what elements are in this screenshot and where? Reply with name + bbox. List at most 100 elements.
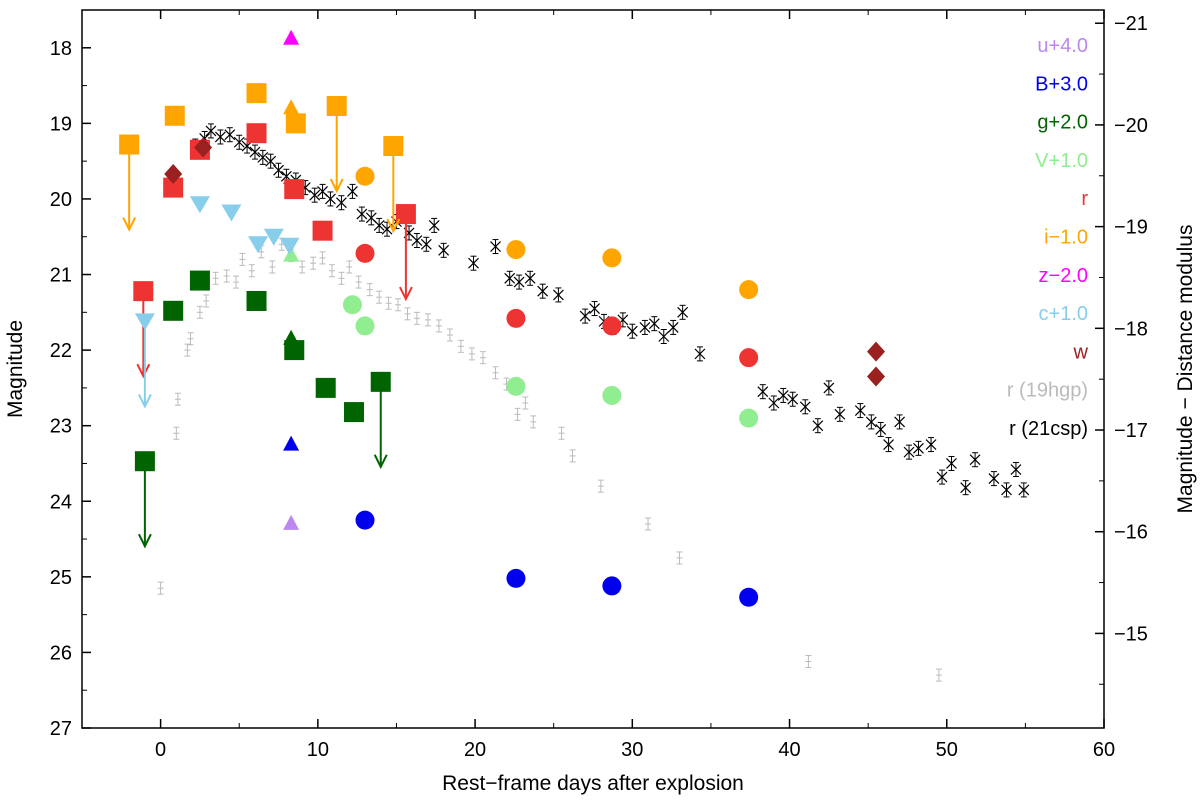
data-point-circle xyxy=(506,376,526,396)
data-point-errorbar xyxy=(366,283,373,297)
series-r-19hgp- xyxy=(157,237,942,682)
data-point-cross xyxy=(854,403,866,419)
data-point-circle xyxy=(739,348,759,368)
data-point-cross xyxy=(537,283,549,299)
data-point-circle xyxy=(355,166,375,186)
data-point-cross xyxy=(865,414,877,430)
data-point-circle xyxy=(602,385,622,405)
data-point-errorbar xyxy=(187,332,194,346)
legend-entry: V+1.0 xyxy=(1035,150,1088,172)
data-point-errorbar xyxy=(514,407,521,421)
data-point-triangle-down xyxy=(263,228,284,246)
data-point-cross xyxy=(658,329,670,345)
x-tick-label: 0 xyxy=(155,739,166,761)
data-point-errorbar xyxy=(530,415,537,429)
data-point-circle xyxy=(739,408,759,428)
arrow-head xyxy=(137,533,152,549)
y2-tick-label: −16 xyxy=(1114,522,1148,544)
y2-tick-label: −20 xyxy=(1114,115,1148,137)
data-point-errorbar xyxy=(173,426,180,440)
legend-entry: z−2.0 xyxy=(1039,265,1088,287)
data-point-cross xyxy=(420,236,432,252)
y-tick-label: 23 xyxy=(50,416,72,438)
data-point-triangle-up xyxy=(283,29,300,45)
data-point-square xyxy=(164,105,185,126)
data-point-square xyxy=(395,204,416,225)
data-point-circle xyxy=(506,568,526,588)
data-point-errorbar xyxy=(413,311,420,325)
data-point-cross xyxy=(626,323,638,339)
data-point-errorbar xyxy=(196,305,203,319)
data-point-cross xyxy=(373,217,385,233)
data-point-errorbar xyxy=(805,654,812,668)
y-tick-label: 26 xyxy=(50,642,72,664)
data-point-circle xyxy=(506,308,526,328)
data-point-cross xyxy=(1001,482,1012,498)
data-point-errorbar xyxy=(248,264,255,278)
data-point-cross xyxy=(205,123,217,139)
data-point-circle xyxy=(602,576,622,596)
upper-limit-arrow xyxy=(122,144,137,232)
data-point-square xyxy=(284,179,305,200)
data-point-cross xyxy=(233,134,245,150)
data-point-cross xyxy=(925,437,937,453)
data-point-cross xyxy=(777,387,789,403)
legend-entry: g+2.0 xyxy=(1037,112,1088,134)
series-r xyxy=(133,123,759,379)
y-tick-label: 18 xyxy=(50,38,72,60)
series-v-1-0 xyxy=(283,246,759,428)
data-point-cross xyxy=(273,162,284,178)
upper-limit-arrow xyxy=(329,105,344,194)
arrow-head xyxy=(373,454,388,470)
data-point-cross xyxy=(875,421,887,437)
data-point-cross xyxy=(639,319,651,335)
arrow-head xyxy=(122,217,137,232)
legend-entry: r xyxy=(1081,188,1088,210)
data-point-cross xyxy=(768,395,780,411)
data-point-cross xyxy=(265,153,277,169)
data-point-triangle-up xyxy=(283,435,300,451)
data-point-errorbar xyxy=(676,551,683,565)
x-tick-label: 30 xyxy=(621,739,643,761)
data-point-cross xyxy=(336,195,347,211)
data-point-errorbar xyxy=(319,251,326,265)
plot-frame xyxy=(81,9,1105,729)
legend: u+4.0 B+3.0 g+2.0 V+1.0 r i−1.0 z−2.0 c+1.0 w r (… xyxy=(1007,35,1089,440)
data-point-square xyxy=(133,281,154,302)
data-point-cross xyxy=(347,183,358,199)
data-point-diamond xyxy=(164,164,183,185)
legend-entry: u+4.0 xyxy=(1037,35,1088,57)
data-point-cross xyxy=(1010,462,1022,478)
data-point-triangle-up xyxy=(283,99,300,115)
data-point-cross xyxy=(787,391,799,407)
data-point-triangle-up xyxy=(283,246,300,262)
data-point-circle xyxy=(342,295,362,315)
y2-tick-label: −15 xyxy=(1114,623,1148,645)
data-layer xyxy=(119,29,1030,682)
data-point-errorbar xyxy=(239,252,246,266)
y-tick-label: 20 xyxy=(50,189,72,211)
data-point-cross xyxy=(988,471,1000,487)
data-point-cross xyxy=(438,242,450,258)
data-point-square xyxy=(163,300,184,321)
arrow-head xyxy=(329,178,344,194)
data-point-errorbar xyxy=(522,396,529,410)
data-point-circle xyxy=(739,280,759,300)
data-point-diamond xyxy=(867,366,886,387)
y-tick-label: 27 xyxy=(50,718,72,740)
data-point-cross xyxy=(812,418,824,434)
data-point-square xyxy=(344,402,365,423)
y-tick-label: 25 xyxy=(50,567,72,589)
data-point-cross xyxy=(946,455,957,471)
data-point-cross xyxy=(411,233,423,249)
arrow-head xyxy=(136,363,151,379)
data-point-errorbar xyxy=(492,366,499,380)
data-point-cross xyxy=(677,304,689,320)
y2-tick-label: −18 xyxy=(1114,318,1148,340)
data-point-cross xyxy=(524,270,536,286)
data-point-cross xyxy=(428,217,440,233)
data-point-errorbar xyxy=(338,271,345,285)
data-point-cross xyxy=(823,380,835,396)
y2-tick-label: −17 xyxy=(1114,420,1148,442)
data-point-square xyxy=(312,220,333,241)
